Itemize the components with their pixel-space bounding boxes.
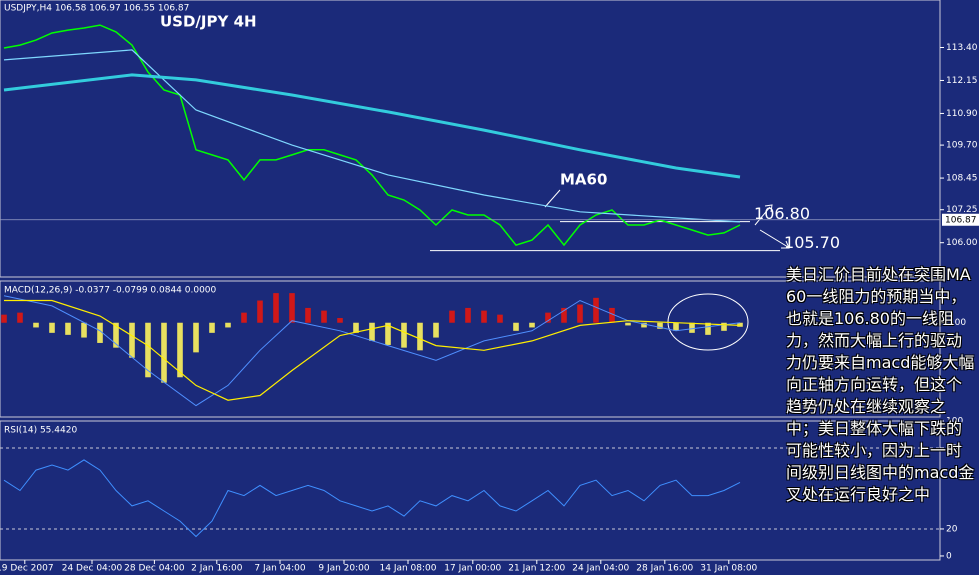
y-tick-label: 80 xyxy=(946,443,958,453)
histogram-bar xyxy=(481,310,487,323)
y-tick-label: 113.40 xyxy=(946,43,978,53)
last-price-label: 106.87 xyxy=(945,215,977,225)
series-line xyxy=(4,299,741,401)
y-tick-label: 106.00 xyxy=(946,238,978,248)
x-tick-label: 24 Dec 04:00 xyxy=(62,564,123,574)
x-tick-label: 2 Jan 16:00 xyxy=(191,564,243,574)
histogram-bar xyxy=(33,322,39,328)
y-tick-label: 109.70 xyxy=(946,141,978,151)
price-panel xyxy=(0,0,941,278)
series-line xyxy=(3,295,741,407)
histogram-bar xyxy=(641,322,647,328)
x-tick-label: 14 Jan 08:00 xyxy=(380,564,437,574)
histogram-bar xyxy=(129,322,135,358)
histogram-bar xyxy=(273,293,279,323)
histogram-bar xyxy=(17,312,23,323)
histogram-bar xyxy=(305,307,311,323)
histogram-bar xyxy=(81,322,87,338)
histogram-bar xyxy=(721,322,727,331)
histogram-bar xyxy=(577,304,583,323)
highlight-ellipse xyxy=(667,293,749,351)
price-header: USDJPY,H4 106.58 106.97 106.55 106.87 xyxy=(4,4,189,14)
histogram-bar xyxy=(497,314,503,323)
chart-title: USD/JPY 4H xyxy=(160,13,257,31)
x-tick-label: 17 Jan 00:00 xyxy=(444,564,501,574)
histogram-bar xyxy=(561,307,567,323)
histogram-bar xyxy=(433,322,439,338)
histogram-bar xyxy=(113,322,119,348)
histogram-bar xyxy=(657,322,663,329)
series-line xyxy=(3,459,741,538)
histogram-bar xyxy=(417,322,423,351)
histogram-bar xyxy=(609,307,615,323)
rsi-panel xyxy=(0,420,941,561)
histogram-bar xyxy=(257,300,263,323)
y-tick-label: 108.45 xyxy=(946,174,978,184)
histogram-bar xyxy=(353,322,359,333)
x-tick-label: 9 Jan 20:00 xyxy=(318,564,370,574)
y-tick-label: 112.15 xyxy=(946,76,978,86)
series-line xyxy=(3,73,741,179)
x-tick-label: 19 Dec 2007 xyxy=(0,564,54,574)
commentary: 美日汇价目前处在突围MA60一线阻力的预期当中，也就是106.80的一线阻力，然… xyxy=(786,265,975,504)
histogram-bar xyxy=(401,322,407,348)
histogram-bar xyxy=(705,322,711,335)
y-tick-label: 0 xyxy=(946,551,952,561)
histogram-bar xyxy=(145,322,151,378)
histogram-bar xyxy=(193,322,199,353)
histogram-bar xyxy=(97,322,103,343)
rsi-header: RSI(14) 55.4420 xyxy=(4,426,77,436)
histogram-bar xyxy=(545,312,551,323)
histogram-bar xyxy=(337,318,343,323)
x-tick-label: 28 Jan 16:00 xyxy=(636,564,693,574)
histogram-bar xyxy=(161,322,167,383)
histogram-bar xyxy=(625,322,631,326)
histogram-bar xyxy=(689,322,695,333)
y-tick-label: 0.00 xyxy=(946,318,966,328)
macd-header: MACD(12,26,9) -0.0377 -0.0799 0.0844 0.0… xyxy=(4,286,217,296)
histogram-bar xyxy=(209,322,215,333)
level-label: 106.80 xyxy=(754,204,810,223)
histogram-bar xyxy=(513,322,519,331)
y-tick-label: 110.90 xyxy=(946,109,978,119)
histogram-bar xyxy=(449,310,455,323)
histogram-bar xyxy=(673,322,679,331)
histogram-bar xyxy=(321,310,327,323)
arrows xyxy=(754,204,790,249)
x-tick-label: 31 Jan 08:00 xyxy=(700,564,757,574)
x-tick-label: 24 Jan 04:00 xyxy=(572,564,629,574)
histogram-bar xyxy=(369,322,375,341)
histogram-bar xyxy=(65,322,71,335)
annotation-pointer xyxy=(544,189,561,208)
x-tick-label: 21 Jan 12:00 xyxy=(508,564,565,574)
histogram-bar xyxy=(289,293,295,323)
histogram-bar xyxy=(49,322,55,333)
histogram-bar xyxy=(177,322,183,378)
x-tick-label: 28 Dec 04:00 xyxy=(124,564,185,574)
histogram-bar xyxy=(465,307,471,323)
histogram-bar xyxy=(593,297,599,323)
histogram-bar xyxy=(225,322,231,328)
series-line xyxy=(3,49,741,223)
series-line xyxy=(3,24,741,247)
histogram-bar xyxy=(385,322,391,345)
level-label: 105.70 xyxy=(784,233,840,252)
last-price-box xyxy=(942,213,979,226)
ma-annotation: MA60 xyxy=(560,171,607,189)
histogram-bar xyxy=(529,322,535,328)
macd-panel xyxy=(0,280,941,418)
x-tick-label: 7 Jan 04:00 xyxy=(254,564,306,574)
y-tick-label: 100 xyxy=(946,417,963,427)
y-tick-label: 107.25 xyxy=(946,205,978,215)
histogram-bar xyxy=(1,314,7,323)
histogram-bar xyxy=(737,322,743,327)
histogram-bar xyxy=(241,312,247,323)
y-tick-label: 20 xyxy=(946,524,958,534)
